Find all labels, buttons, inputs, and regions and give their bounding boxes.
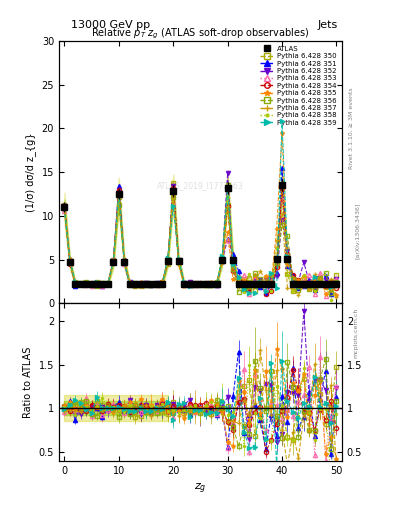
Text: Rivet 3.1.10, ≥ 3M events: Rivet 3.1.10, ≥ 3M events (349, 87, 354, 169)
Text: 13000 GeV pp: 13000 GeV pp (71, 20, 150, 30)
Text: mcplots.cern.ch: mcplots.cern.ch (353, 308, 358, 358)
Y-axis label: Ratio to ATLAS: Ratio to ATLAS (23, 347, 33, 418)
Title: Relative $p_T$ $z_g$ (ATLAS soft-drop observables): Relative $p_T$ $z_g$ (ATLAS soft-drop ob… (91, 27, 310, 41)
Text: [arXiv:1306.3436]: [arXiv:1306.3436] (355, 202, 360, 259)
Legend: ATLAS, Pythia 6.428 350, Pythia 6.428 351, Pythia 6.428 352, Pythia 6.428 353, P: ATLAS, Pythia 6.428 350, Pythia 6.428 35… (259, 45, 338, 127)
X-axis label: $z_g$: $z_g$ (194, 481, 207, 496)
Text: Jets: Jets (318, 20, 338, 30)
Text: ATLAS_2019_I1772063: ATLAS_2019_I1772063 (157, 181, 244, 190)
Y-axis label: (1/σ) dσ/d z_{g}: (1/σ) dσ/d z_{g} (25, 133, 36, 212)
